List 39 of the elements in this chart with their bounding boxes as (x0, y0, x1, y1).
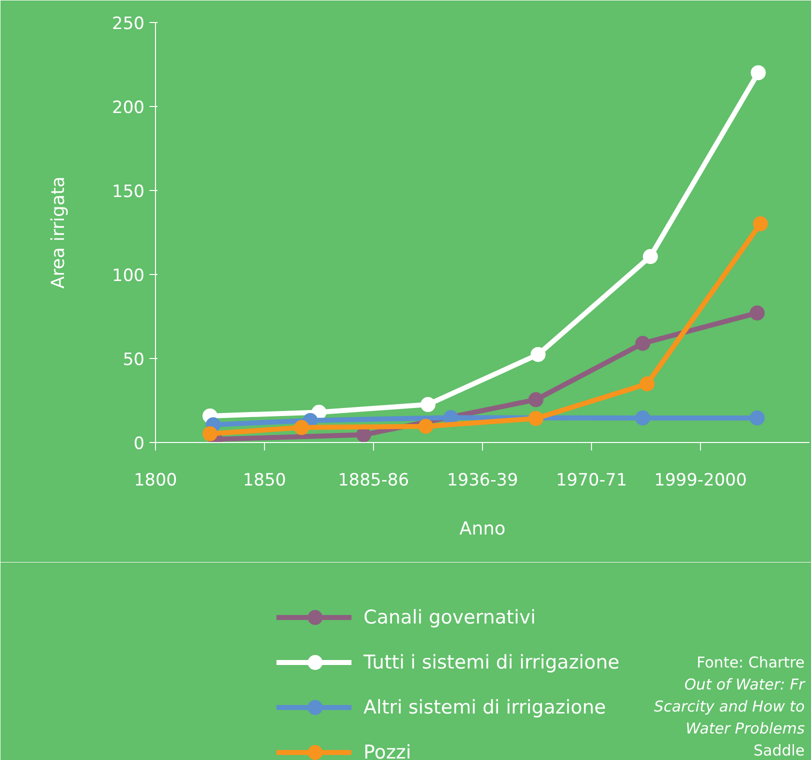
y-tick-label: 150 (112, 182, 145, 202)
legend-label: Tutti i sistemi di irrigazione (362, 652, 620, 674)
legend-label: Canali governativi (364, 606, 536, 628)
legend-label: Pozzi (364, 742, 412, 760)
point (530, 346, 546, 362)
x-tick-label: 1970-71 (556, 470, 628, 490)
text: Scarcity and How to (654, 698, 805, 716)
legend-label: Altri sistemi di irrigazione (364, 696, 606, 718)
point (635, 336, 650, 351)
y-tick-label: 250 (112, 14, 145, 34)
y-tick-label: 0 (134, 434, 145, 454)
point (635, 410, 650, 426)
y-tick-label: 100 (112, 266, 145, 286)
text: Water Problems (686, 720, 805, 738)
y-axis-title: Area irrigata (48, 176, 70, 289)
x-tick-label: 1999-2000 (654, 470, 747, 490)
text: Saddle (754, 742, 805, 760)
y-tick-label: 200 (112, 98, 145, 118)
point (642, 249, 658, 264)
x-tick-label: 1885-86 (338, 470, 410, 490)
point (528, 392, 544, 408)
y-tick-label: 50 (122, 350, 145, 370)
point (202, 426, 218, 442)
x-axis-title: Anno (459, 518, 506, 540)
text: Out of Water: Fr (684, 676, 806, 694)
point (356, 427, 372, 442)
source-note: Fonte: Chartre (696, 654, 805, 672)
point (750, 305, 765, 320)
point (752, 216, 768, 232)
x-tick-label: 1800 (134, 470, 178, 490)
point (750, 65, 766, 80)
x-tick-label: 1850 (242, 470, 286, 490)
point (294, 420, 310, 436)
point (420, 397, 436, 412)
point (418, 418, 434, 434)
x-tick-label: 1936-39 (446, 470, 518, 490)
point (640, 376, 655, 392)
point (528, 410, 544, 426)
point (750, 410, 765, 426)
